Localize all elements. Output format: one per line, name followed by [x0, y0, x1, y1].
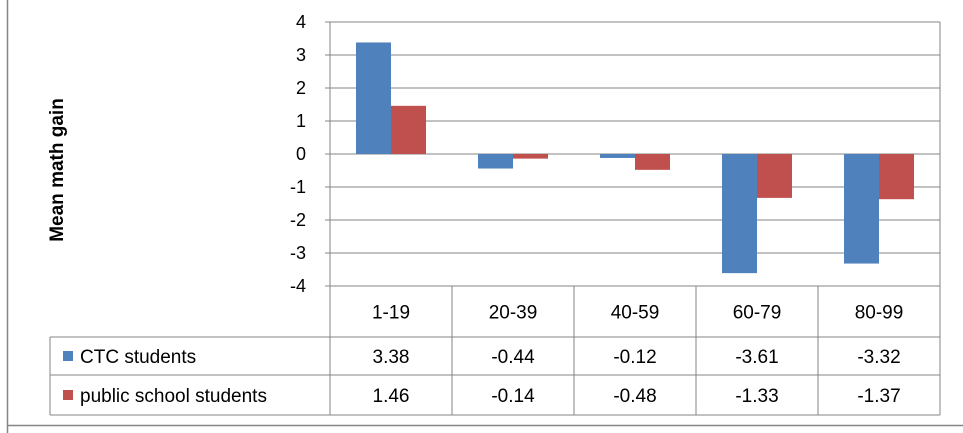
bar-public-40-59	[635, 154, 670, 170]
bar-ctc-60-79	[722, 154, 757, 274]
y-tick-label: -2	[290, 210, 306, 230]
legend-key-ctc	[63, 351, 73, 361]
data-label: -1.33	[735, 386, 778, 407]
x-tick-label: 20-39	[489, 303, 538, 324]
data-label: -3.32	[857, 347, 900, 368]
data-label: -0.44	[491, 347, 535, 368]
bar-public-80-99	[879, 154, 914, 200]
x-tick-label: 1-19	[372, 303, 410, 324]
x-tick-label: 40-59	[611, 303, 660, 324]
bar-ctc-80-99	[844, 154, 879, 264]
bar-public-20-39	[513, 154, 548, 159]
bar-ctc-20-39	[478, 154, 513, 169]
data-label: 3.38	[373, 347, 410, 368]
bar-public-60-79	[757, 154, 792, 198]
y-axis-label: Mean math gain	[47, 98, 68, 242]
legend-key-public	[63, 390, 73, 400]
x-tick-label: 60-79	[733, 303, 782, 324]
bar-ctc-1-19	[356, 42, 391, 154]
x-tick-label: 80-99	[855, 303, 904, 324]
y-tick-label: -1	[290, 177, 306, 197]
bar-public-1-19	[391, 105, 426, 154]
y-tick-label: 0	[296, 144, 306, 164]
bars	[356, 42, 914, 274]
y-axis-ticks: 4 3 2 1 0 -1 -2 -3 -4	[290, 12, 306, 296]
data-table: 1-19 20-39 40-59 60-79 80-99 CTC students 3.38…	[49, 286, 941, 416]
data-label: -0.48	[613, 386, 656, 407]
data-label: -0.12	[613, 347, 656, 368]
data-label: -0.14	[491, 386, 535, 407]
data-label: -3.61	[735, 347, 778, 368]
y-tick-label: 3	[296, 45, 306, 65]
y-tick-label: 4	[296, 12, 306, 32]
legend-label: public school students	[80, 386, 267, 407]
data-label: -1.37	[857, 386, 900, 407]
data-label: 1.46	[373, 386, 410, 407]
legend-label: CTC students	[80, 347, 196, 368]
bar-ctc-40-59	[600, 154, 635, 158]
y-tick-label: 1	[296, 111, 306, 131]
y-tick-label: -4	[290, 276, 306, 296]
y-tick-label: -3	[290, 243, 306, 263]
gridlines	[325, 21, 941, 415]
y-tick-label: 2	[296, 78, 306, 98]
